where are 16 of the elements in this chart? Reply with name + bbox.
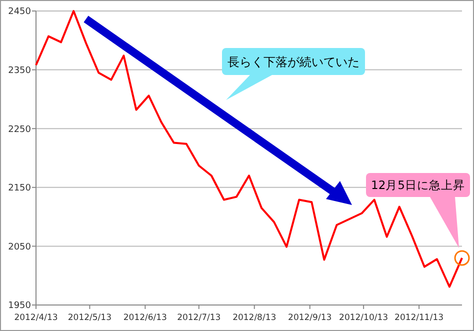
y-tick-label: 2150 — [8, 184, 32, 194]
x-tick-label: 2012/6/13 — [123, 313, 167, 323]
annotation: 長らく下落が続いていた — [228, 55, 360, 70]
y-tick-label: 2050 — [8, 242, 32, 252]
x-tick-label: 2012/7/13 — [177, 313, 221, 323]
y-tick-label: 1950 — [8, 301, 32, 312]
x-tick-label: 2012/11/13 — [394, 313, 444, 323]
annotation: 12月5日に急上昇 — [371, 178, 465, 192]
x-tick-label: 2012/4/13 — [14, 313, 58, 323]
x-tick-label: 2012/5/13 — [68, 313, 112, 323]
x-tick-label: 2012/8/13 — [232, 313, 276, 323]
y-tick-label: 2450 — [8, 7, 32, 18]
y-tick-label: 2250 — [8, 124, 32, 135]
x-tick-label: 2012/10/13 — [339, 313, 388, 323]
x-tick-label: 2012/9/13 — [288, 313, 332, 323]
y-tick-label: 2350 — [8, 66, 32, 76]
